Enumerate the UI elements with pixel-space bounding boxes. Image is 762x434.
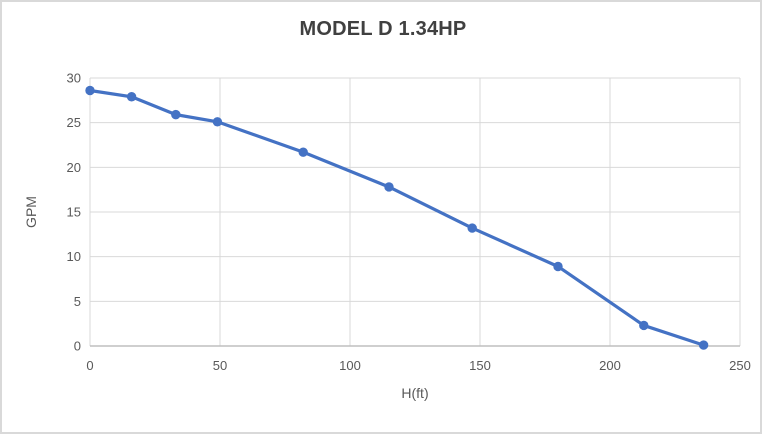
- data-series: [85, 85, 709, 350]
- x-tick-label: 100: [339, 358, 361, 373]
- x-tick-label: 250: [729, 358, 751, 373]
- x-tick-label: 200: [599, 358, 621, 373]
- data-point-marker: [126, 92, 137, 102]
- x-axis-title: H(ft): [401, 385, 429, 401]
- data-point-marker: [171, 109, 181, 120]
- y-tick-label: 5: [74, 294, 81, 309]
- y-tick-label: 15: [67, 205, 81, 220]
- gridlines: [90, 77, 741, 346]
- x-tick-label: 150: [469, 358, 491, 373]
- y-axis-title: GPM: [23, 196, 39, 228]
- data-point-marker: [639, 320, 649, 331]
- data-point-marker: [698, 340, 709, 350]
- y-tick-label: 30: [67, 71, 81, 86]
- tick-labels: 0 5 10 15 20 25 30 0 50 100 150 200 250: [67, 71, 751, 374]
- x-tick-label: 0: [86, 358, 93, 373]
- chart-title: MODEL D 1.34HP: [299, 18, 467, 40]
- data-point-marker: [298, 147, 308, 157]
- y-tick-label: 0: [74, 339, 81, 354]
- data-point-marker: [212, 117, 223, 127]
- y-tick-label: 25: [67, 115, 81, 130]
- y-tick-label: 10: [67, 249, 81, 264]
- series-line: [88, 88, 706, 347]
- axis-lines: [89, 78, 740, 347]
- y-tick-label: 20: [67, 160, 81, 175]
- data-point-marker: [384, 182, 394, 192]
- data-point-marker: [467, 223, 477, 233]
- x-tick-label: 50: [213, 358, 227, 373]
- data-point-marker: [85, 85, 95, 96]
- data-point-marker: [553, 261, 563, 272]
